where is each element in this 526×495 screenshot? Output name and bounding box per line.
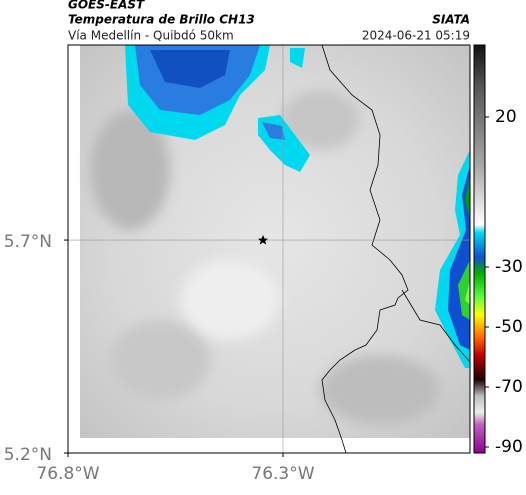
colorbar-tick-label: 20 — [495, 107, 517, 127]
location-marker — [258, 235, 268, 245]
boundaries — [321, 44, 471, 454]
colorbar-tick-label: -30 — [495, 257, 523, 277]
colorbar — [473, 44, 486, 454]
colorbar-tick-label: -70 — [495, 377, 523, 397]
credit: SIATA — [432, 13, 470, 27]
subtitle: Vía Medellín - Quibdó 50km — [68, 29, 234, 43]
imagery — [68, 45, 470, 453]
x-tick-label: 76.3°W — [251, 464, 314, 484]
x-tick-label: 76.8°W — [36, 464, 99, 484]
colorbar-tick-label: -50 — [495, 317, 523, 337]
y-tick-label: 5.2°N — [4, 445, 52, 465]
title: Temperatura de Brillo CH13 — [68, 13, 255, 27]
datetime: 2024-06-21 05:19 — [362, 29, 470, 43]
agency: GOES-EAST — [68, 0, 145, 12]
colorbar-tick-label: -90 — [495, 437, 523, 457]
map-frame — [67, 44, 471, 454]
y-tick-label: 5.7°N — [4, 232, 52, 252]
